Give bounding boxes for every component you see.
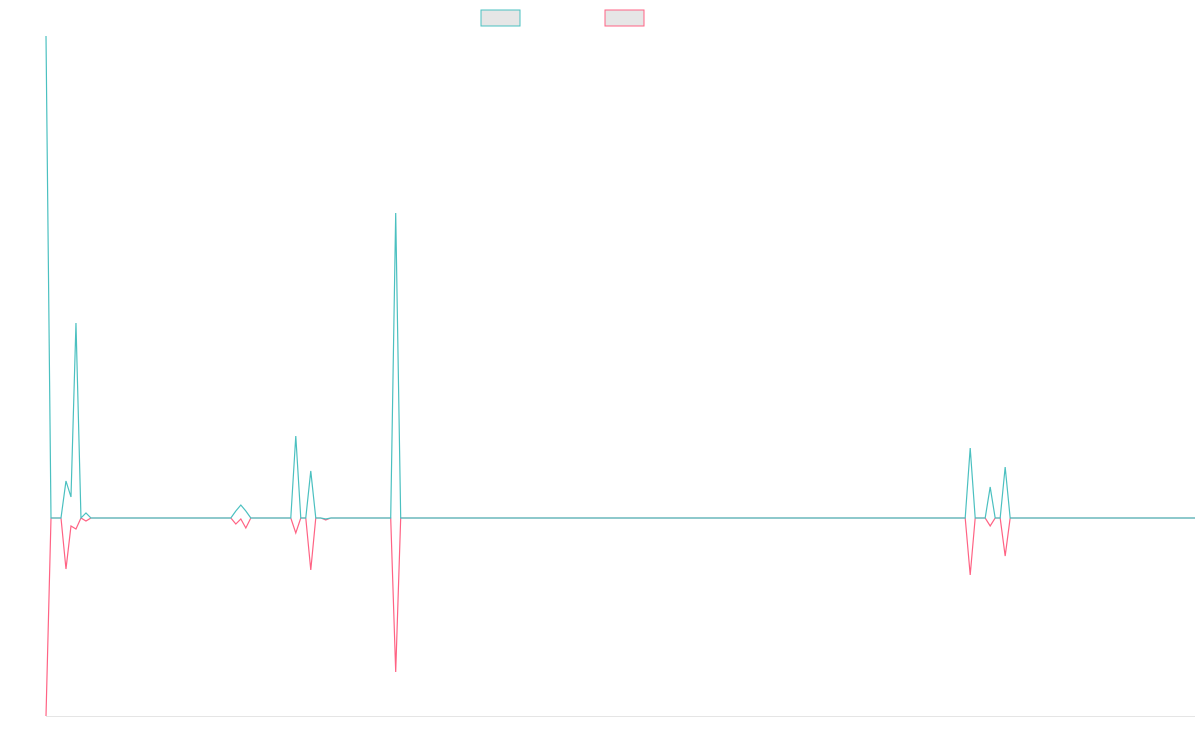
legend-swatch <box>604 9 645 27</box>
legend-swatch <box>480 9 521 27</box>
series-line <box>45 35 1195 520</box>
series-line <box>45 517 1195 717</box>
